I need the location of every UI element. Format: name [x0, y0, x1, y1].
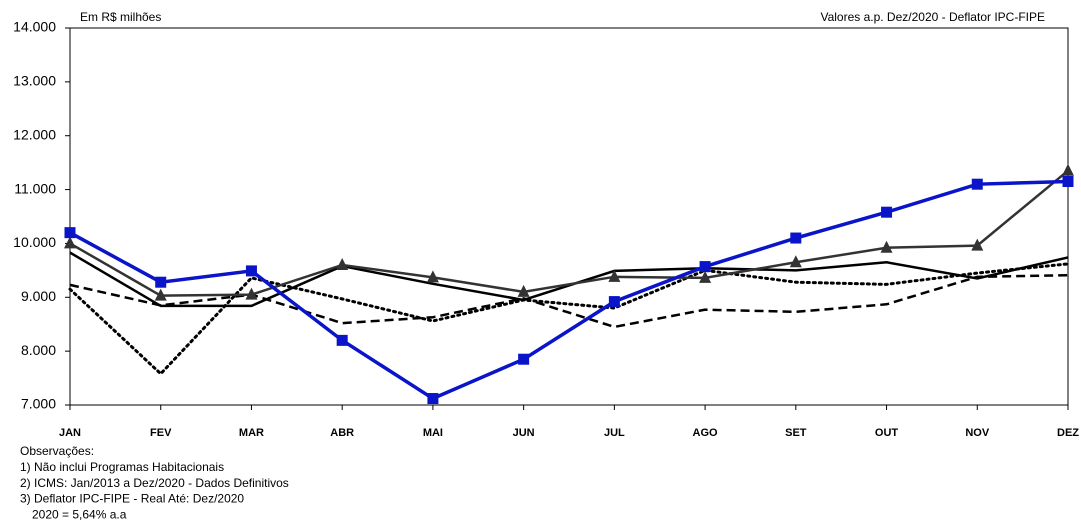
x-tick-label: JUL — [604, 427, 625, 439]
y-tick-label: 9.000 — [21, 288, 56, 304]
marker — [336, 257, 349, 270]
y-tick-label: 12.000 — [13, 126, 56, 142]
plot-frame — [69, 27, 1069, 406]
y-tick-label: 7.000 — [21, 396, 56, 412]
x-tick-label: MAI — [423, 427, 443, 439]
series-line — [69, 169, 1069, 297]
marker — [789, 255, 802, 268]
y-tick-label: 8.000 — [21, 342, 56, 358]
marker — [608, 269, 621, 282]
marker — [518, 353, 530, 365]
marker — [1062, 175, 1074, 187]
marker — [426, 270, 439, 283]
series-line — [68, 262, 1070, 376]
x-tick-label: MAR — [239, 427, 264, 439]
x-tick-label: ABR — [330, 427, 354, 439]
marker — [881, 206, 893, 218]
note: 3) Deflator IPC-FIPE - Real Até: Dez/202… — [20, 492, 244, 506]
marker — [64, 236, 76, 249]
series-line — [69, 251, 1069, 308]
subtitle-left: Em R$ milhões — [80, 10, 161, 24]
marker — [154, 288, 167, 301]
x-tick-label: JAN — [59, 427, 81, 439]
x-tick-label: NOV — [965, 427, 990, 439]
y-tick-label: 14.000 — [13, 19, 56, 35]
marker — [971, 178, 983, 190]
marker — [336, 334, 348, 346]
x-tick-label: OUT — [875, 427, 899, 439]
series-line — [69, 179, 1069, 401]
note: 2) ICMS: Jan/2013 a Dez/2020 - Dados Def… — [20, 476, 289, 490]
marker — [517, 284, 530, 297]
marker — [699, 261, 711, 273]
x-tick-label: DEZ — [1057, 427, 1079, 439]
subtitle-right: Valores a.p. Dez/2020 - Deflator IPC-FIP… — [820, 10, 1045, 24]
marker — [699, 270, 712, 283]
marker — [245, 287, 258, 300]
y-tick-label: 11.000 — [14, 180, 56, 196]
note: 1) Não inclui Programas Habitacionais — [20, 460, 224, 474]
marker — [608, 296, 620, 308]
marker — [155, 276, 167, 288]
y-tick-label: 10.000 — [13, 234, 56, 250]
marker — [1062, 163, 1074, 176]
marker — [64, 227, 76, 239]
series-line — [69, 273, 1069, 329]
x-tick-label: JUN — [513, 427, 535, 439]
marker — [971, 238, 984, 251]
note: 2020 = 5,64% a.a — [32, 507, 127, 521]
x-tick-label: AGO — [693, 427, 719, 439]
y-tick-label: 13.000 — [13, 73, 56, 89]
marker — [880, 240, 893, 253]
marker — [790, 232, 802, 244]
note: Observações: — [20, 444, 94, 458]
marker — [245, 265, 257, 277]
x-tick-label: FEV — [150, 427, 172, 439]
marker — [427, 393, 439, 405]
x-tick-label: SET — [785, 427, 807, 439]
